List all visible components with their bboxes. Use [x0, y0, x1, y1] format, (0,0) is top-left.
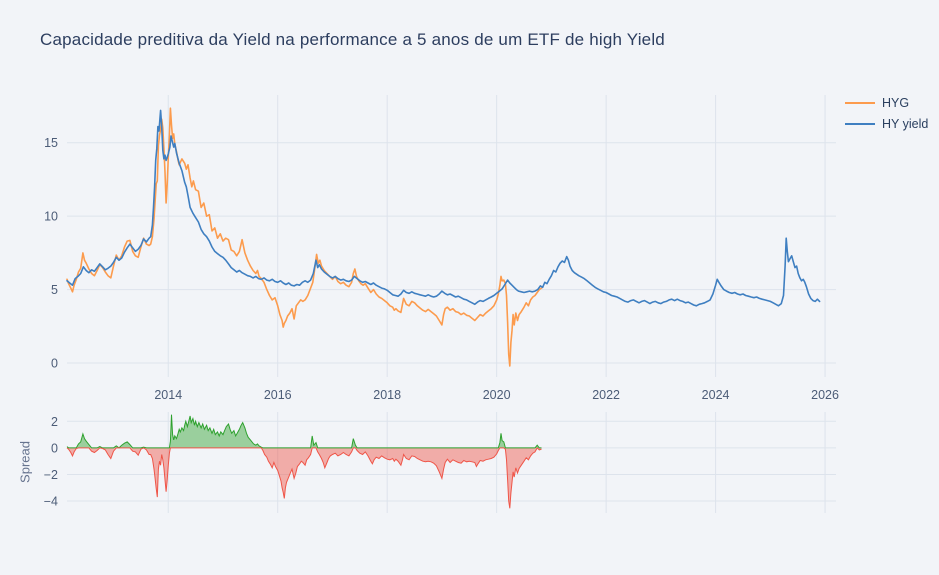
spread-positive-line — [66, 414, 542, 449]
y-tick-label: 5 — [51, 283, 58, 297]
legend-item-hy-yield[interactable]: HY yield — [845, 116, 929, 131]
spread-negative-line — [66, 447, 542, 509]
panel-yield: 0 5 10 15 2014 2016 2018 2020 2022 2024 2026 — [44, 95, 839, 402]
legend-label: HY yield — [882, 116, 929, 131]
legend-label: HYG — [882, 96, 910, 110]
y-tick-label: 10 — [44, 210, 58, 224]
legend-line-swatch — [845, 122, 875, 125]
x-tick-label: 2024 — [702, 388, 730, 402]
chart-title: Capacidade preditiva da Yield na perform… — [40, 30, 665, 49]
y-tick-label: 2 — [51, 415, 58, 429]
x-tick-label: 2020 — [483, 388, 511, 402]
series-line-hyg — [66, 107, 543, 367]
legend-line-swatch — [845, 102, 875, 105]
x-tick-label: 2022 — [592, 388, 620, 402]
legend-item-hyg[interactable]: HYG — [845, 97, 928, 110]
spread-axis-title: Spread — [17, 441, 33, 483]
series-line-hy-yield — [66, 109, 821, 307]
y-tick-label: −2 — [44, 468, 58, 482]
panel-spread: 2 0 −2 −4 — [44, 412, 836, 513]
x-tick-label: 2026 — [811, 388, 839, 402]
spread-positive-area — [67, 414, 542, 448]
x-tick-label: 2014 — [154, 388, 182, 402]
spread-negative-area — [67, 447, 542, 509]
x-tick-label: 2018 — [373, 388, 401, 402]
y-tick-label: 15 — [44, 136, 58, 150]
y-tick-label: −4 — [44, 495, 58, 509]
y-tick-label: 0 — [51, 357, 58, 371]
y-tick-label: 0 — [51, 441, 58, 455]
x-tick-label: 2016 — [264, 388, 292, 402]
legend: HYG HY yield — [845, 97, 928, 130]
